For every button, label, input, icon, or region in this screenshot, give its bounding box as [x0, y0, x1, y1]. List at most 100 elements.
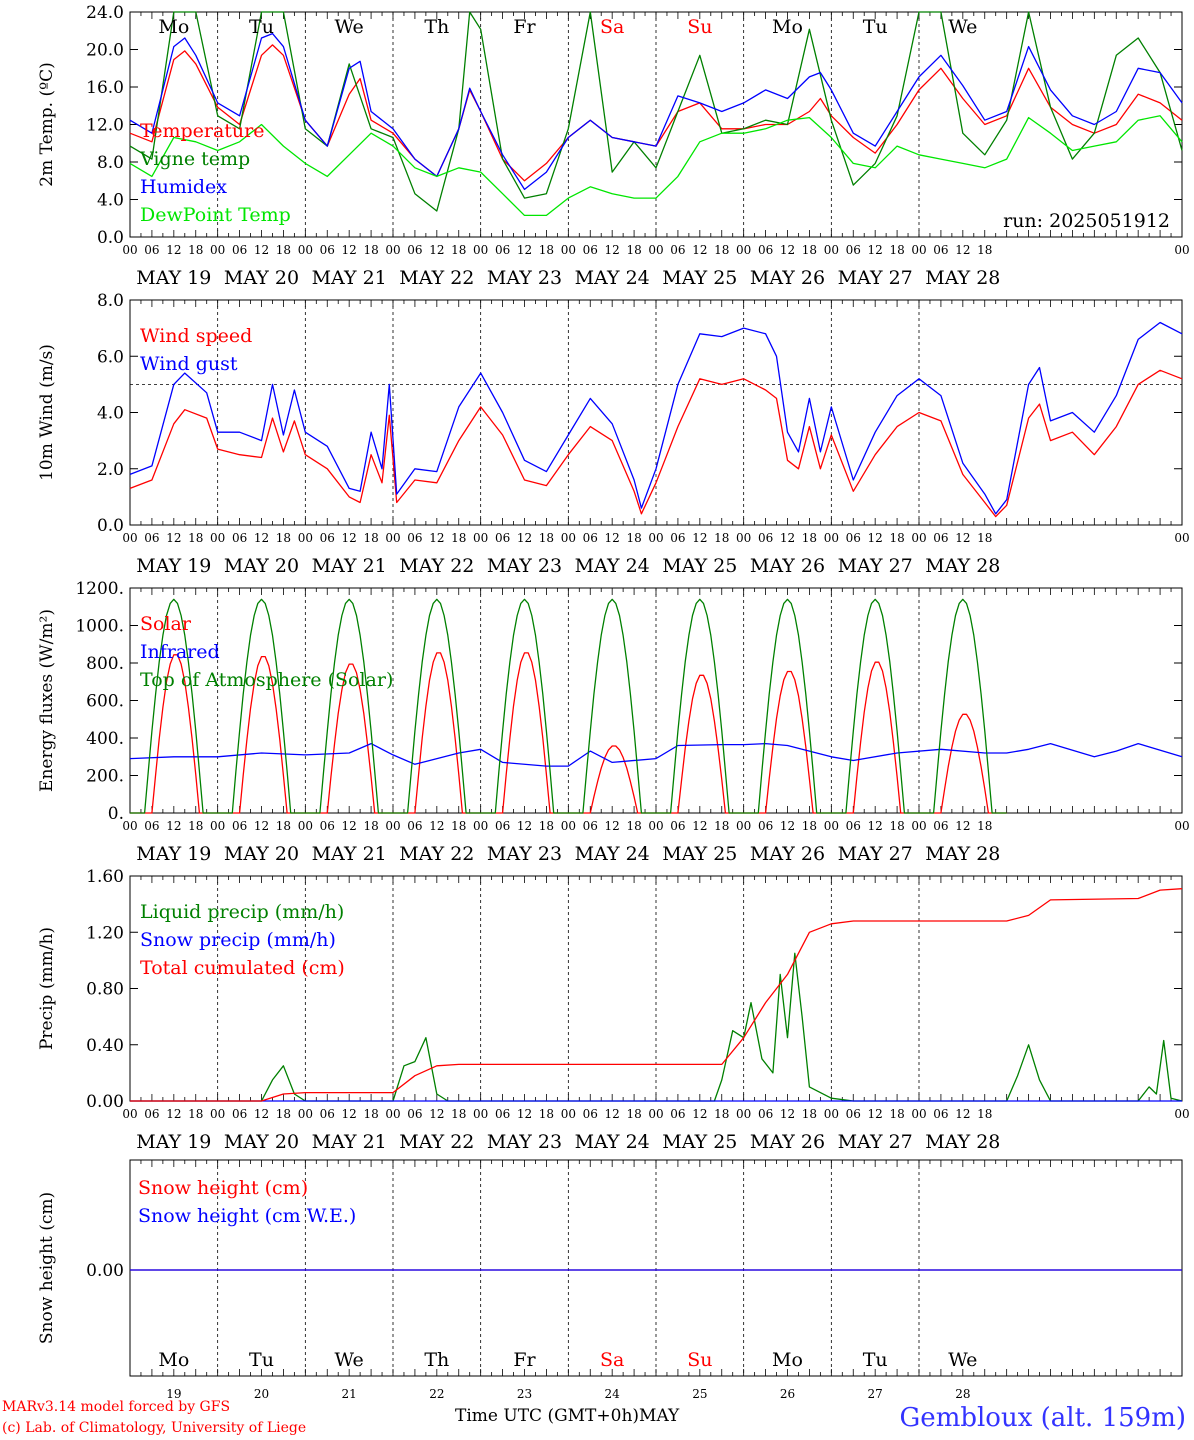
day-name-bottom: Mo — [158, 1349, 189, 1371]
run-label: run: 2025051912 — [1003, 210, 1170, 232]
hour-tick-label: 18 — [188, 531, 203, 545]
hour-tick-label: 06 — [933, 531, 948, 545]
date-label: MAY 21 — [312, 1131, 387, 1153]
day-number: 28 — [955, 1387, 970, 1401]
hour-tick-label: 06 — [407, 243, 422, 257]
hour-tick-label: 18 — [539, 1107, 554, 1121]
y-tick-label: 20.0 — [86, 41, 124, 61]
day-name-bottom: Fr — [513, 1349, 536, 1371]
hour-tick-label: 06 — [232, 531, 247, 545]
hour-tick-label: 12 — [605, 1107, 620, 1121]
date-label: MAY 26 — [750, 267, 825, 289]
hour-tick-label: 12 — [780, 819, 795, 833]
hour-tick-label: 18 — [626, 819, 641, 833]
hour-tick-label: 06 — [495, 531, 510, 545]
y-axis-label: Energy fluxes (W/m²) — [37, 609, 57, 792]
hour-tick-label: 06 — [232, 819, 247, 833]
hour-tick-label: 12 — [692, 243, 707, 257]
date-label: MAY 23 — [487, 843, 562, 865]
legend-entry: Snow height (cm W.E.) — [138, 1205, 356, 1227]
hour-tick-label: 06 — [232, 243, 247, 257]
y-tick-label: 0.00 — [86, 1261, 124, 1281]
day-name-top: Tu — [863, 16, 888, 38]
hour-tick-label: 00 — [210, 531, 225, 545]
hour-tick-label: 12 — [692, 531, 707, 545]
hour-tick-label: 00 — [385, 243, 400, 257]
hour-tick-label: 18 — [977, 819, 992, 833]
date-label: MAY 27 — [838, 555, 913, 577]
hour-tick-label: 00 — [648, 1107, 663, 1121]
hour-tick-label: 12 — [955, 1107, 970, 1121]
date-label: MAY 22 — [399, 267, 474, 289]
date-label: MAY 20 — [224, 1131, 299, 1153]
hour-tick-label: 12 — [429, 819, 444, 833]
x-axis-title-text: Time UTC (GMT+0h) — [455, 1406, 640, 1426]
y-tick-label: 24.0 — [86, 3, 124, 23]
day-name-bottom: Th — [424, 1349, 449, 1371]
date-label: MAY 26 — [750, 1131, 825, 1153]
series-line-wind-speed — [129, 369, 1183, 518]
day-name-bottom: Sa — [600, 1349, 624, 1371]
date-label: MAY 28 — [925, 555, 1000, 577]
hour-tick-label: 00 — [122, 243, 137, 257]
hour-tick-label: 06 — [320, 531, 335, 545]
hour-tick-label: 18 — [977, 1107, 992, 1121]
day-name-bottom: Mo — [772, 1349, 803, 1371]
model-credit: MARv3.14 model forced by GFS — [2, 1399, 231, 1415]
date-label: MAY 25 — [662, 1131, 737, 1153]
hour-tick-label: 18 — [276, 819, 291, 833]
hour-tick-label: 12 — [780, 531, 795, 545]
hour-tick-label: 12 — [254, 819, 269, 833]
day-name-bottom: We — [335, 1349, 364, 1371]
hour-tick-label: 12 — [868, 819, 883, 833]
hour-tick-label: 00 — [824, 243, 839, 257]
day-number: 25 — [692, 1387, 707, 1401]
hour-tick-label: 18 — [451, 1107, 466, 1121]
hour-tick-label: 00 — [122, 531, 137, 545]
hour-tick-label: 12 — [166, 819, 181, 833]
day-name-bottom: Tu — [249, 1349, 274, 1371]
series-line-wind-gust — [129, 321, 1183, 515]
hour-tick-label: 06 — [320, 243, 335, 257]
hour-tick-label: 06 — [846, 531, 861, 545]
plot-frame — [129, 299, 1183, 526]
legend-entry: Vigne temp — [139, 148, 250, 170]
y-tick-label: 8.0 — [97, 291, 124, 311]
hour-tick-label: 18 — [802, 1107, 817, 1121]
date-label: MAY 22 — [399, 1131, 474, 1153]
date-label: MAY 19 — [136, 1131, 211, 1153]
y-axis-label: Snow height (cm) — [37, 1192, 57, 1344]
hour-tick-label: 18 — [714, 243, 729, 257]
hour-tick-label: 06 — [144, 819, 159, 833]
date-label: MAY 19 — [136, 555, 211, 577]
y-axis-label: 10m Wind (m/s) — [37, 344, 57, 481]
hour-tick-label: 06 — [758, 243, 773, 257]
hour-tick-label: 18 — [802, 243, 817, 257]
hour-tick-label: 18 — [276, 1107, 291, 1121]
series-line-vigne-temp — [129, 11, 1183, 212]
day-name-top: We — [335, 16, 364, 38]
hour-tick-label: 00 — [298, 531, 313, 545]
hour-tick-label: 12 — [342, 1107, 357, 1121]
hour-tick-label: 06 — [495, 1107, 510, 1121]
hour-tick-label: 06 — [758, 531, 773, 545]
hour-tick-label: 12 — [166, 1107, 181, 1121]
hour-tick-label: 06 — [846, 819, 861, 833]
x-axis-month: MAY — [639, 1406, 680, 1426]
hour-tick-label: 18 — [802, 819, 817, 833]
date-label: MAY 21 — [312, 555, 387, 577]
hour-tick-label: 18 — [714, 819, 729, 833]
hour-tick-label: 12 — [517, 243, 532, 257]
y-tick-label: 16.0 — [86, 78, 124, 98]
hour-tick-label: 18 — [714, 531, 729, 545]
panel-energy — [129, 587, 1183, 814]
hour-tick-label: 00 — [473, 531, 488, 545]
hour-tick-label: 18 — [451, 819, 466, 833]
date-label: MAY 28 — [925, 843, 1000, 865]
hour-tick-label: 00 — [736, 819, 751, 833]
y-tick-label: 0.0 — [97, 228, 124, 248]
hour-tick-label: 06 — [933, 243, 948, 257]
hour-tick-label: 00 — [298, 1107, 313, 1121]
hour-tick-label: 12 — [166, 243, 181, 257]
